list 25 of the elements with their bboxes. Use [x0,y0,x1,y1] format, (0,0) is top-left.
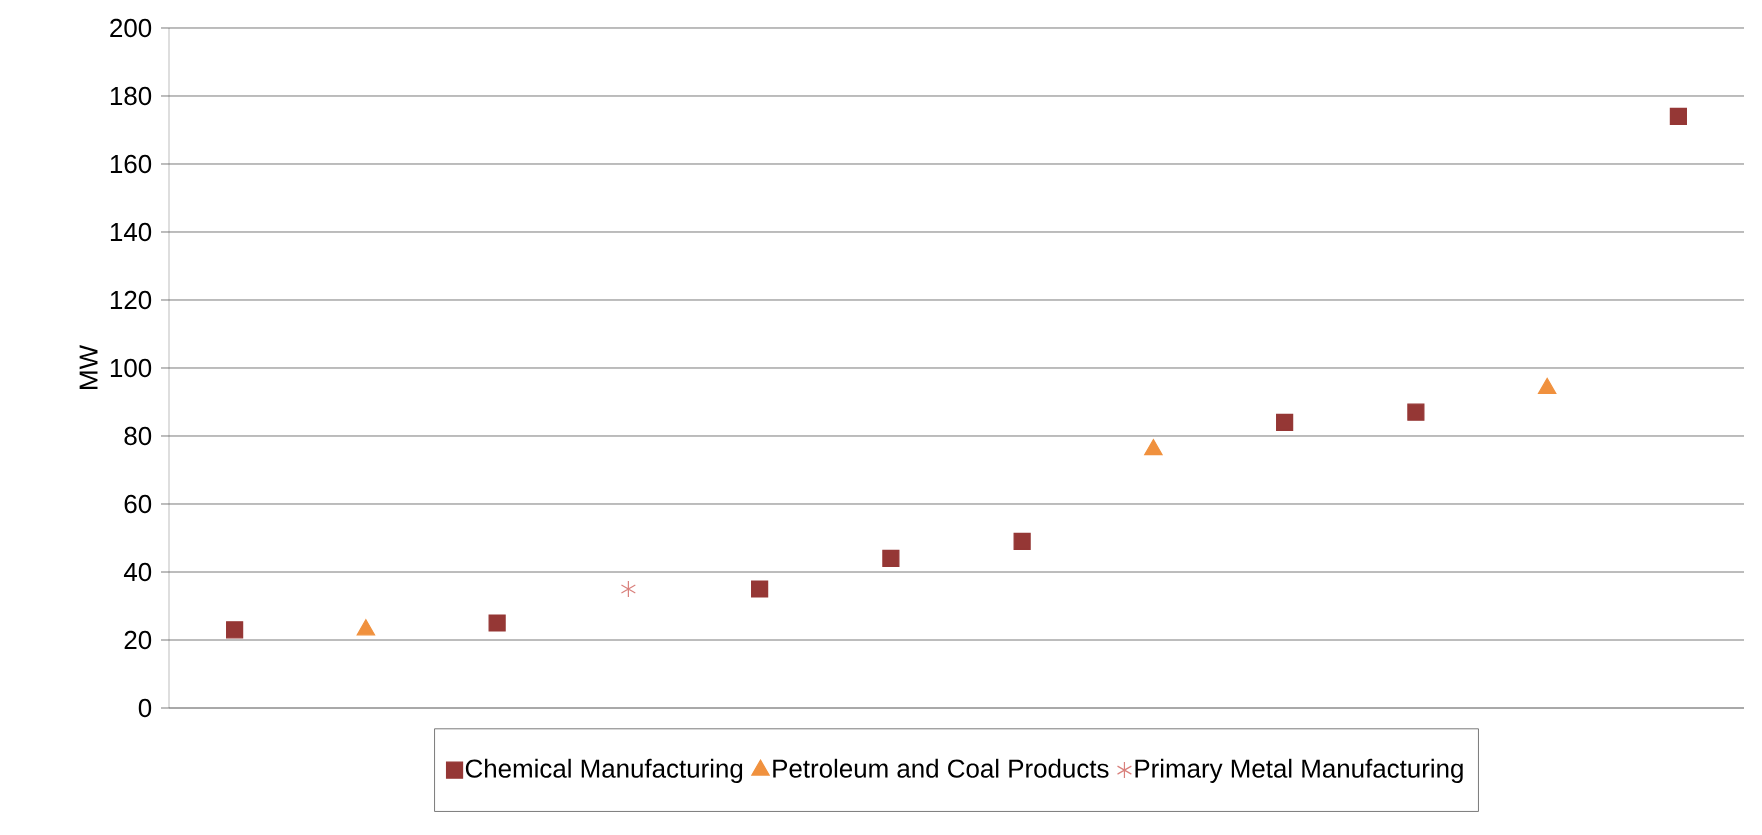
y-tick-label: 160 [110,154,152,174]
y-tick-label: 80 [124,426,152,446]
point [488,614,506,632]
y-axis-title: MW [79,345,98,389]
legend-label: Chemical Manufacturing [465,758,743,783]
y-tick-label: 180 [110,86,152,106]
point [1276,413,1294,431]
y-tick-label: 40 [123,562,152,582]
point [1144,439,1163,456]
y-tick-label: 0 [138,698,152,718]
point [1407,403,1425,421]
point [1013,532,1031,550]
point [1669,107,1687,125]
legend-label: Petroleum and Coal Products [773,758,1109,778]
y-tick-label: 200 [110,18,152,38]
y-tick-label: 20 [124,630,152,650]
point [751,580,769,598]
point [620,580,636,598]
point [226,621,244,639]
y-tick-label: 120 [110,290,152,310]
legend-label: Primary Metal Manufacturing [1135,758,1463,783]
y-tick-label: 100 [110,358,152,378]
y-tick-label: 60 [124,494,152,514]
y-tick-label: 140 [110,222,152,242]
point [882,549,900,567]
